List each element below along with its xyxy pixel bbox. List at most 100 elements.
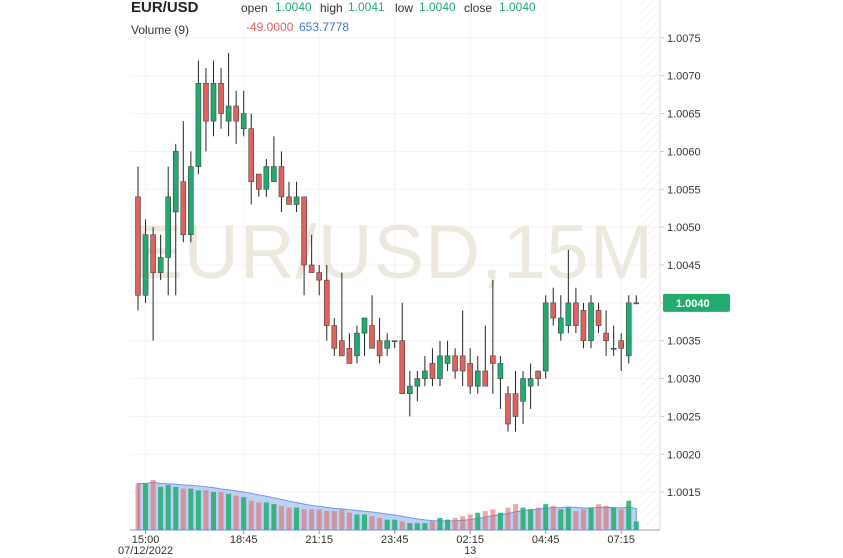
volume-bar: [603, 505, 609, 530]
volume-bar: [180, 488, 186, 530]
volume-bar: [528, 509, 534, 530]
candle-body: [346, 347, 353, 364]
high-value: 1.0041: [348, 0, 385, 14]
candle-body: [512, 393, 519, 417]
volume-change: -49.0000: [246, 20, 294, 34]
candle-body: [497, 363, 504, 379]
volume-bar: [633, 521, 639, 530]
candle-body: [376, 340, 383, 357]
y-tick-label: 1.0050: [667, 222, 701, 234]
volume-average: 653.7778: [299, 20, 349, 34]
x-tick-label: 15:00: [132, 534, 160, 546]
candle-body: [339, 340, 345, 357]
volume-bar: [460, 516, 466, 530]
volume-bar: [331, 511, 337, 530]
volume-bar: [218, 492, 224, 530]
candle-body: [157, 257, 164, 273]
close-value: 1.0040: [499, 0, 536, 14]
candle-body: [203, 82, 209, 122]
watermark: EUR/USD,15M: [132, 210, 654, 295]
candle-body: [142, 234, 149, 296]
candle-body: [369, 325, 375, 349]
candle-body: [225, 105, 232, 122]
y-tick-label: 1.0060: [667, 146, 701, 158]
volume-bar: [150, 480, 156, 530]
volume-bar: [195, 490, 201, 530]
volume-bar: [143, 483, 149, 530]
candle-body: [165, 196, 171, 258]
volume-bar: [626, 500, 632, 530]
volume-bar: [211, 492, 216, 530]
candle-body: [255, 173, 262, 190]
candle-body: [474, 370, 481, 387]
last-price-tag: [663, 293, 730, 312]
y-tick-label: 1.0065: [667, 109, 701, 121]
open-value: 1.0040: [275, 0, 312, 14]
volume-bar: [588, 507, 594, 530]
x-tick-label: 04:45: [532, 534, 560, 546]
candle-body: [188, 166, 194, 236]
candle-body: [301, 196, 307, 266]
volume-bar: [278, 505, 284, 530]
volume-bar: [565, 507, 571, 530]
volume-bar: [203, 490, 209, 530]
candle-body: [135, 196, 141, 296]
high-label: high: [320, 1, 343, 15]
candle-body: [610, 347, 617, 350]
volume-bar: [543, 504, 549, 530]
candle-body: [422, 370, 428, 379]
x-tick-label: 07:15: [607, 534, 635, 546]
candle-body: [195, 82, 202, 167]
volume-bar: [513, 504, 518, 530]
volume-bar: [482, 511, 488, 530]
candle-body: [467, 363, 474, 387]
candle-body: [240, 113, 247, 130]
volume-bar: [452, 517, 458, 530]
volume-bar: [158, 486, 164, 530]
volume-bar: [263, 502, 269, 530]
candle-body: [286, 196, 292, 205]
candle-body: [459, 355, 466, 372]
candle-body: [482, 370, 489, 387]
volume-bar: [241, 497, 247, 530]
candle-body: [520, 378, 526, 402]
volume-bar: [369, 516, 375, 530]
y-tick-label: 1.0055: [667, 184, 701, 196]
volume-bar: [294, 507, 300, 530]
x-tick-label: 18:45: [230, 534, 258, 546]
candle-body: [271, 166, 277, 183]
y-tick-label: 1.0045: [667, 260, 701, 272]
volume-bar: [256, 502, 262, 530]
candle-body: [218, 82, 224, 114]
volume-bar: [497, 512, 503, 530]
candle-body: [323, 279, 330, 326]
y-tick-label: 1.0025: [667, 411, 701, 423]
candle-body: [308, 264, 315, 273]
volume-bar: [301, 509, 307, 530]
candle-body: [580, 310, 587, 342]
volume-bar: [596, 504, 602, 530]
candle-body: [633, 302, 640, 305]
symbol: EUR/USD: [131, 0, 199, 16]
close-label: close: [464, 1, 492, 15]
candle-body: [550, 302, 557, 319]
last-price-label: 1.0040: [676, 298, 710, 310]
candle-body: [527, 378, 534, 387]
volume-bar: [618, 509, 624, 530]
x-date-label: 07/12/2022: [118, 545, 173, 557]
volume-bar: [414, 523, 420, 530]
y-tick-label: 1.0030: [667, 374, 701, 386]
candle-body: [233, 105, 239, 122]
volume-bar: [248, 500, 254, 530]
low-label: low: [395, 1, 413, 15]
candle-body: [588, 302, 594, 342]
volume-bar: [399, 521, 405, 530]
candle-body: [595, 310, 602, 326]
candle-body: [429, 363, 436, 379]
candle-body: [263, 166, 270, 190]
volume-bar: [271, 504, 277, 530]
volume-bar: [490, 509, 496, 530]
candle-body: [437, 355, 443, 379]
candle-body: [565, 302, 572, 326]
candle-body: [573, 302, 579, 326]
